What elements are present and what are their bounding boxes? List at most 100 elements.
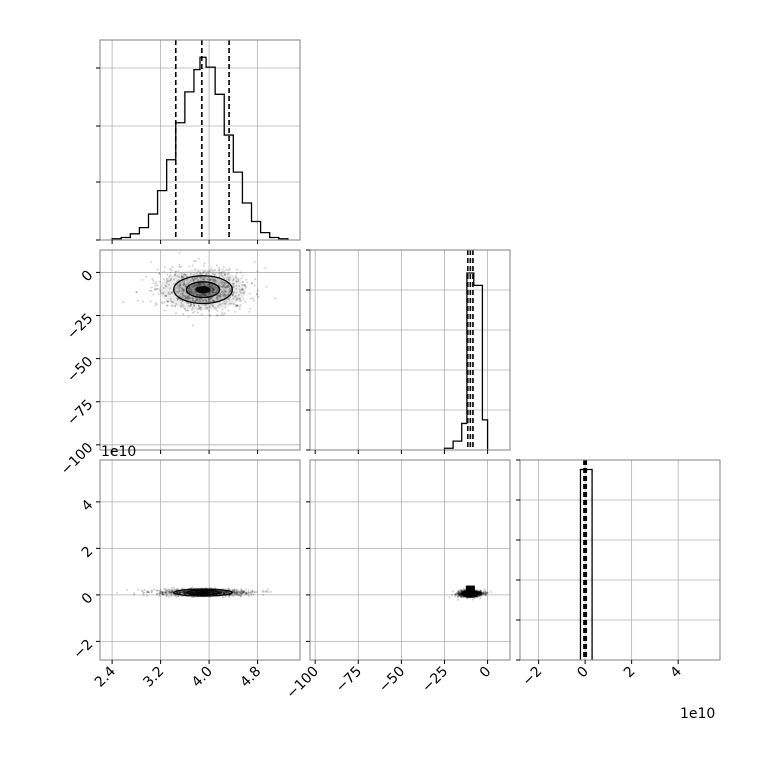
- scatter-point: [237, 591, 240, 594]
- scatter-point: [241, 288, 244, 291]
- scatter-point: [219, 590, 222, 593]
- scatter-point: [163, 266, 166, 269]
- scatter-point: [180, 277, 183, 280]
- scatter-point: [187, 296, 190, 299]
- scatter-point: [199, 295, 202, 298]
- scatter-point: [176, 274, 179, 277]
- scatter-point: [190, 303, 193, 306]
- scatter-point: [238, 592, 241, 595]
- scatter-point: [221, 308, 224, 311]
- scatter-point: [256, 289, 259, 292]
- scatter-point: [223, 282, 226, 285]
- scatter-point: [211, 300, 214, 303]
- scatter-point: [194, 300, 197, 303]
- scatter-point: [220, 271, 223, 274]
- scatter-point: [200, 306, 203, 309]
- scatter-point: [180, 591, 183, 594]
- scatter-point: [454, 593, 457, 596]
- scatter-point: [173, 588, 176, 591]
- scatter-point: [176, 299, 179, 302]
- scatter-point: [175, 270, 178, 273]
- scatter-point: [228, 279, 231, 282]
- y-tick-label: −50: [64, 354, 96, 386]
- scatter-point: [219, 285, 222, 288]
- scatter-point: [242, 591, 245, 594]
- scatter-point: [142, 594, 145, 597]
- scatter-point: [218, 303, 221, 306]
- scatter-point: [210, 286, 213, 289]
- scatter-point: [167, 292, 170, 295]
- scatter-point: [256, 292, 259, 295]
- scatter-point: [240, 592, 243, 595]
- scatter-point: [165, 277, 168, 280]
- scatter-point: [189, 296, 192, 299]
- scatter-point: [212, 288, 215, 291]
- x-tick-label: 0: [574, 664, 592, 682]
- scatter-point: [208, 278, 211, 281]
- panel-frame: [99, 459, 301, 661]
- scatter-point: [192, 324, 195, 327]
- scatter-point: [270, 590, 273, 593]
- x-tick-label: −2: [520, 664, 546, 690]
- scatter-point: [235, 298, 238, 301]
- scatter-point: [238, 308, 241, 311]
- scatter-point: [179, 591, 182, 594]
- scatter-point: [219, 296, 222, 299]
- scatter-point: [235, 287, 238, 290]
- scatter-point: [222, 591, 225, 594]
- scatter-point: [147, 591, 150, 594]
- scatter-point: [213, 591, 216, 594]
- scatter-point: [204, 294, 207, 297]
- scatter-point: [211, 285, 214, 288]
- scatter-point: [215, 308, 218, 311]
- scatter-point: [228, 591, 231, 594]
- scatter-point: [168, 275, 171, 278]
- scatter-point: [192, 284, 195, 287]
- scatter-point: [184, 591, 187, 594]
- scatter-point: [191, 297, 194, 300]
- scatter-point: [192, 280, 195, 283]
- scatter-point: [184, 273, 187, 276]
- x-tick-label: −100: [283, 664, 322, 703]
- scatter-point: [209, 279, 212, 282]
- scatter-point: [190, 288, 193, 291]
- scatter-point: [213, 300, 216, 303]
- scatter-point: [177, 285, 180, 288]
- scatter-point: [209, 285, 212, 288]
- scatter-point: [178, 263, 181, 266]
- scatter-point: [177, 595, 180, 598]
- scatter-point: [191, 307, 194, 310]
- scatter-point: [213, 268, 216, 271]
- scatter-point: [174, 594, 177, 597]
- scatter-point: [202, 264, 205, 267]
- scatter-point: [235, 297, 238, 300]
- scatter-point: [221, 302, 224, 305]
- scatter-point: [168, 595, 171, 598]
- scatter-point: [182, 273, 185, 276]
- scatter-point: [198, 307, 201, 310]
- scatter-point: [246, 281, 249, 284]
- scatter-point: [176, 297, 179, 300]
- scatter-point: [208, 305, 211, 308]
- scatter-point: [236, 593, 239, 596]
- scatter-point: [195, 299, 198, 302]
- scatter-point: [200, 298, 203, 301]
- scatter-point: [172, 586, 175, 589]
- scatter-point: [220, 274, 223, 277]
- scatter-point: [156, 287, 159, 290]
- scatter-point: [136, 299, 139, 302]
- scatter-point: [175, 591, 178, 594]
- scatter-point: [160, 292, 163, 295]
- scatter-point: [155, 280, 158, 283]
- scatter-point: [212, 289, 215, 292]
- scatter-point: [166, 588, 169, 591]
- scatter-point: [242, 590, 245, 593]
- scatter-point: [199, 294, 202, 297]
- scatter-point: [216, 309, 219, 312]
- scatter-point: [203, 276, 206, 279]
- scatter-point: [207, 270, 210, 273]
- scatter-point: [253, 299, 256, 302]
- scatter-point: [189, 304, 192, 307]
- scatter-point: [178, 591, 181, 594]
- scatter-point: [181, 294, 184, 297]
